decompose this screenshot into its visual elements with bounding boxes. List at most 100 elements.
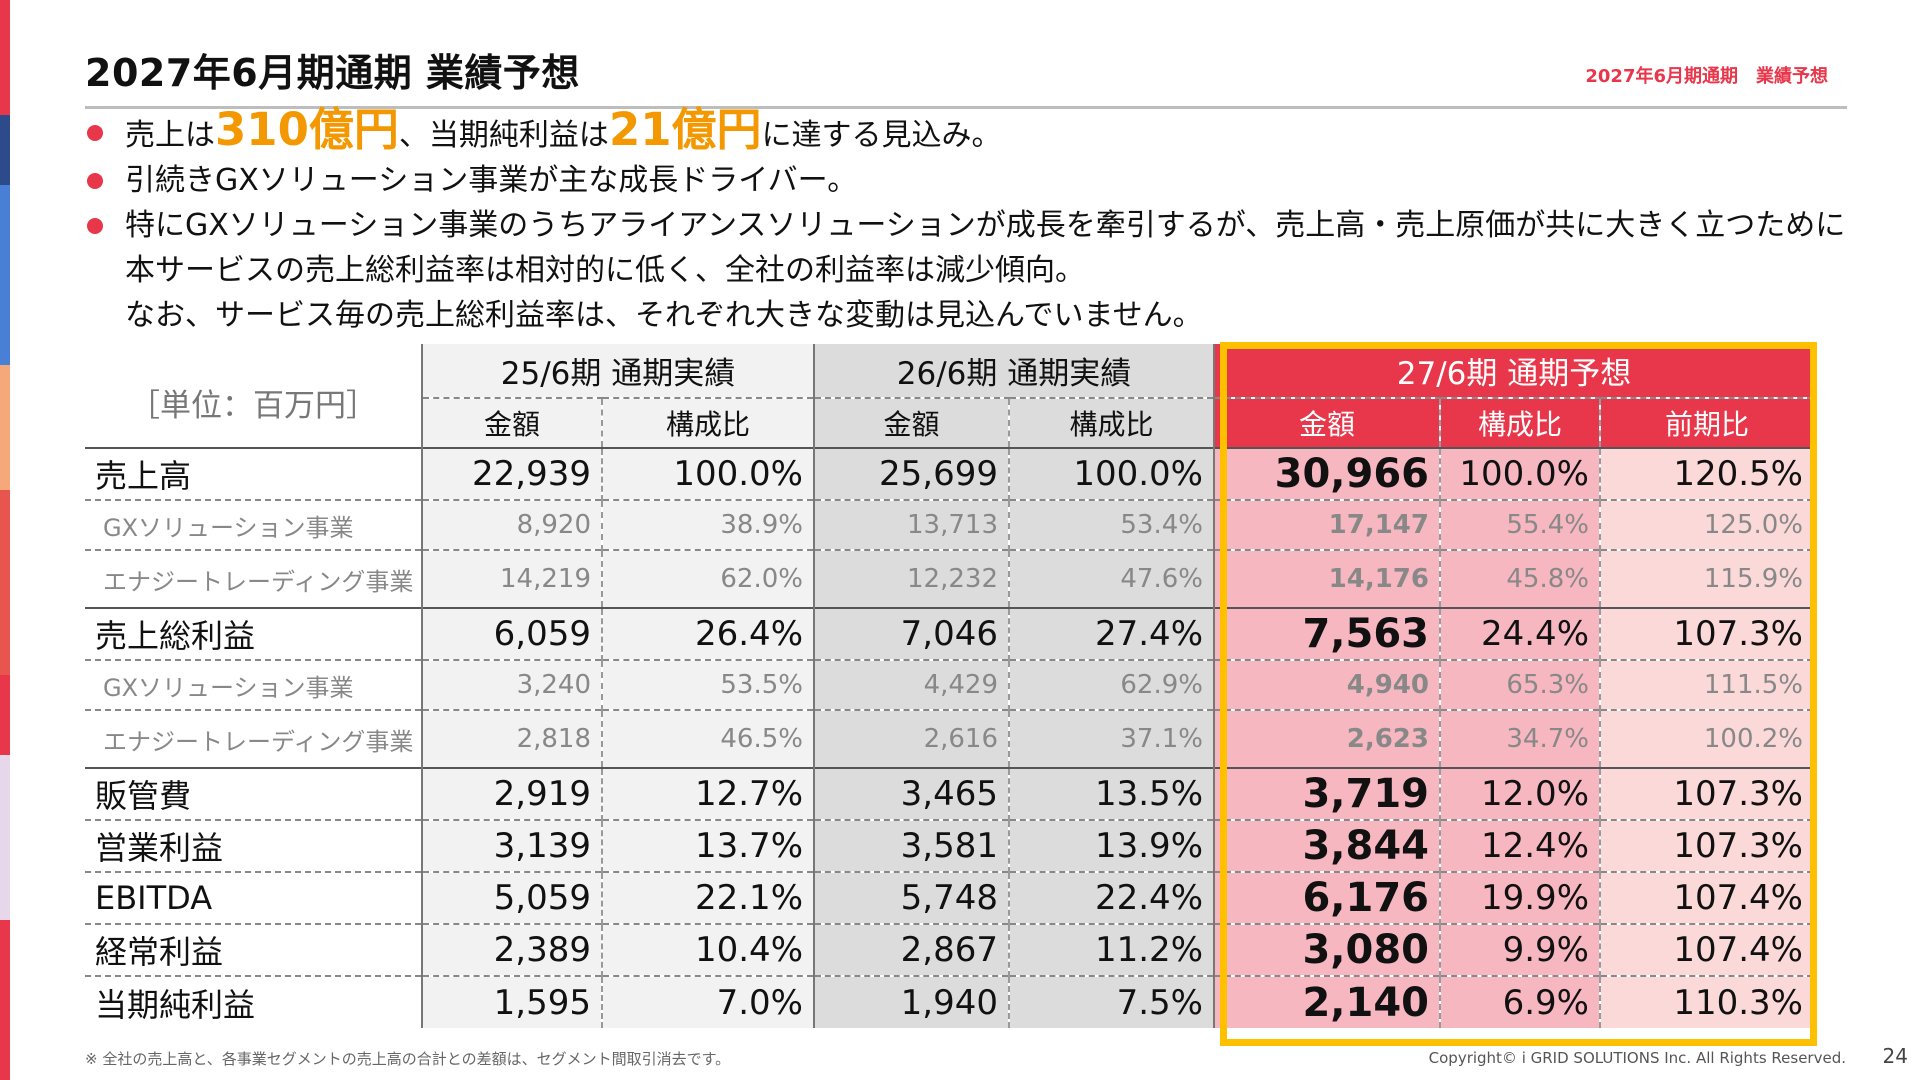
table-cell: 2,389 bbox=[421, 923, 602, 976]
bullet-item: 特にGXソリューション事業のうちアライアンスソリューションが成長を牽引するが、売… bbox=[85, 203, 1865, 338]
table-cell: 3,719 bbox=[1213, 767, 1440, 820]
column-header: 前期比 bbox=[1599, 397, 1813, 448]
table-cell: 17,147 bbox=[1213, 499, 1440, 550]
bullet-item: 売上は310億円、当期純利益は21億円に達する見込み。 bbox=[85, 107, 1865, 158]
row-label: 売上高 bbox=[85, 447, 422, 500]
column-header: 構成比 bbox=[601, 397, 814, 448]
table-row: 営業利益 3,139 13.7% 3,581 13.9% 3,844 12.4%… bbox=[85, 819, 1813, 872]
table-cell: 9.9% bbox=[1439, 923, 1600, 976]
table-cell: 11.2% bbox=[1008, 923, 1214, 976]
table-cell: 2,919 bbox=[421, 767, 602, 820]
table-cell: 125.0% bbox=[1599, 499, 1813, 550]
table-cell: 2,616 bbox=[813, 709, 1009, 768]
period-header: 25/6期 通期実績 bbox=[421, 344, 814, 398]
column-header: 金額 bbox=[1213, 397, 1440, 448]
table-cell: 10.4% bbox=[601, 923, 814, 976]
page-title: 2027年6月期通期 業績予想 bbox=[85, 51, 580, 95]
table-row: GXソリューション事業 8,920 38.9% 13,713 53.4% 17,… bbox=[85, 499, 1813, 550]
table-row: EBITDA 5,059 22.1% 5,748 22.4% 6,176 19.… bbox=[85, 871, 1813, 924]
table-cell: 30,966 bbox=[1213, 447, 1440, 500]
row-label: 販管費 bbox=[85, 767, 422, 820]
table-cell: 65.3% bbox=[1439, 659, 1600, 710]
sales-highlight: 310億円 bbox=[215, 103, 399, 156]
table-cell: 7.5% bbox=[1008, 975, 1214, 1028]
table-cell: 2,867 bbox=[813, 923, 1009, 976]
table-cell: 19.9% bbox=[1439, 871, 1600, 924]
forecast-table: ［単位：百万円］ 25/6期 通期実績 26/6期 通期実績 27/6期 通期予… bbox=[85, 344, 1813, 1028]
bullet-dot-icon bbox=[87, 173, 103, 189]
table-cell: 13,713 bbox=[813, 499, 1009, 550]
table-cell: 107.3% bbox=[1599, 607, 1813, 660]
bullet-dot-icon bbox=[87, 125, 103, 141]
table-row: エナジートレーディング事業 14,219 62.0% 12,232 47.6% … bbox=[85, 549, 1813, 608]
row-label: エナジートレーディング事業 bbox=[85, 549, 422, 608]
row-label: GXソリューション事業 bbox=[85, 499, 422, 550]
table-cell: 22,939 bbox=[421, 447, 602, 500]
table-row: 経常利益 2,389 10.4% 2,867 11.2% 3,080 9.9% … bbox=[85, 923, 1813, 976]
period-header: 26/6期 通期実績 bbox=[813, 344, 1214, 398]
table-cell: 100.0% bbox=[1439, 447, 1600, 500]
table-cell: 1,595 bbox=[421, 975, 602, 1028]
table-cell: 100.2% bbox=[1599, 709, 1813, 768]
column-header: 構成比 bbox=[1008, 397, 1214, 448]
period-header-forecast: 27/6期 通期予想 bbox=[1213, 344, 1813, 398]
table-cell: 38.9% bbox=[601, 499, 814, 550]
table-cell: 5,748 bbox=[813, 871, 1009, 924]
table-cell: 7,046 bbox=[813, 607, 1009, 660]
table-cell: 8,920 bbox=[421, 499, 602, 550]
page-number: 24 bbox=[1882, 1044, 1908, 1068]
table-cell: 25,699 bbox=[813, 447, 1009, 500]
table-cell: 13.7% bbox=[601, 819, 814, 872]
table-cell: 107.4% bbox=[1599, 923, 1813, 976]
bullet-text: 売上は bbox=[125, 118, 215, 153]
bullet-text: 本サービスの売上総利益率は相対的に低く、全社の利益率は減少傾向。 bbox=[125, 253, 1085, 288]
table-cell: 47.6% bbox=[1008, 549, 1214, 608]
table-cell: 3,465 bbox=[813, 767, 1009, 820]
table-cell: 34.7% bbox=[1439, 709, 1600, 768]
table-cell: 12.4% bbox=[1439, 819, 1600, 872]
unit-label: ［単位：百万円］ bbox=[129, 388, 377, 424]
bullet-text: 特にGXソリューション事業のうちアライアンスソリューションが成長を牽引するが、売… bbox=[125, 208, 1846, 243]
row-label: EBITDA bbox=[85, 871, 422, 924]
footnote: ※ 全社の売上高と、各事業セグメントの売上高の合計との差額は、セグメント間取引消… bbox=[85, 1050, 731, 1068]
table-cell: 13.5% bbox=[1008, 767, 1214, 820]
table-cell: 6.9% bbox=[1439, 975, 1600, 1028]
table-cell: 5,059 bbox=[421, 871, 602, 924]
table-cell: 107.4% bbox=[1599, 871, 1813, 924]
table-header-columns: 金額 構成比 金額 構成比 金額 構成比 前期比 bbox=[85, 397, 1813, 448]
table-cell: 110.3% bbox=[1599, 975, 1813, 1028]
table-cell: 53.4% bbox=[1008, 499, 1214, 550]
table-cell: 37.1% bbox=[1008, 709, 1214, 768]
table-cell: 2,140 bbox=[1213, 975, 1440, 1028]
column-header: 金額 bbox=[813, 397, 1009, 448]
title-divider bbox=[85, 106, 1847, 109]
table-cell: 100.0% bbox=[601, 447, 814, 500]
table-cell: 22.1% bbox=[601, 871, 814, 924]
table-cell: 1,940 bbox=[813, 975, 1009, 1028]
table-cell: 14,176 bbox=[1213, 549, 1440, 608]
row-label: エナジートレーディング事業 bbox=[85, 709, 422, 768]
table-cell: 107.3% bbox=[1599, 819, 1813, 872]
table-cell: 100.0% bbox=[1008, 447, 1214, 500]
column-header: 構成比 bbox=[1439, 397, 1600, 448]
row-label: GXソリューション事業 bbox=[85, 659, 422, 710]
table-row: 売上高 22,939 100.0% 25,699 100.0% 30,966 1… bbox=[85, 447, 1813, 500]
table-cell: 14,219 bbox=[421, 549, 602, 608]
table-cell: 62.9% bbox=[1008, 659, 1214, 710]
table-cell: 27.4% bbox=[1008, 607, 1214, 660]
net-income-highlight: 21億円 bbox=[608, 103, 762, 156]
bullet-text: 、当期純利益は bbox=[398, 118, 609, 153]
table-cell: 3,844 bbox=[1213, 819, 1440, 872]
table-cell: 115.9% bbox=[1599, 549, 1813, 608]
table-cell: 120.5% bbox=[1599, 447, 1813, 500]
bullet-text: に達する見込み。 bbox=[761, 118, 1002, 153]
table-header-periods: ［単位：百万円］ 25/6期 通期実績 26/6期 通期実績 27/6期 通期予… bbox=[85, 344, 1813, 424]
row-label: 営業利益 bbox=[85, 819, 422, 872]
table-cell: 4,940 bbox=[1213, 659, 1440, 710]
row-label: 当期純利益 bbox=[85, 975, 422, 1028]
table-row: エナジートレーディング事業 2,818 46.5% 2,616 37.1% 2,… bbox=[85, 709, 1813, 768]
table-cell: 6,176 bbox=[1213, 871, 1440, 924]
bullet-item: 引続きGXソリューション事業が主な成長ドライバー。 bbox=[85, 158, 1865, 203]
table-row: 当期純利益 1,595 7.0% 1,940 7.5% 2,140 6.9% 1… bbox=[85, 975, 1813, 1028]
table-cell: 22.4% bbox=[1008, 871, 1214, 924]
